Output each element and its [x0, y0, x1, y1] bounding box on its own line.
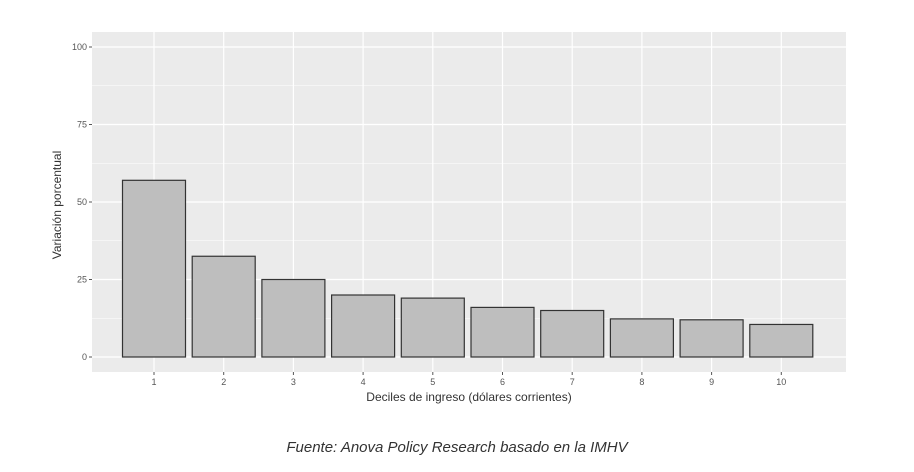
y-tick-label: 25	[77, 275, 87, 285]
y-axis-title: Variación porcentual	[50, 151, 64, 260]
axes: 0 25 50 75 100 1 2 3 4 5 6 7 8 9 10	[72, 42, 786, 387]
x-tick-label: 5	[430, 377, 435, 387]
y-tick-label: 0	[82, 352, 87, 362]
y-tick-label: 75	[77, 120, 87, 130]
source-caption: Fuente: Anova Policy Research basado en …	[286, 439, 628, 456]
x-tick-label: 1	[151, 377, 156, 387]
x-axis-title: Deciles de ingreso (dólares corrientes)	[366, 390, 571, 404]
bar-decile-7	[540, 309, 605, 358]
x-tick-label: 9	[709, 377, 714, 387]
x-tick-label: 7	[570, 377, 575, 387]
y-tick-label: 100	[72, 42, 87, 52]
bar-decile-4	[331, 294, 396, 358]
bar-decile-6	[470, 306, 535, 358]
x-tick-label: 10	[776, 377, 786, 387]
x-tick-label: 6	[500, 377, 505, 387]
bar-decile-5	[400, 297, 465, 358]
bar-decile-3	[261, 278, 326, 358]
bar-decile-8	[609, 318, 675, 358]
bars	[121, 179, 814, 358]
bar-decile-2	[191, 255, 256, 358]
bar-decile-1	[121, 179, 187, 358]
x-tick-label: 3	[291, 377, 296, 387]
x-tick-label: 2	[221, 377, 226, 387]
x-tick-label: 8	[639, 377, 644, 387]
y-tick-label: 50	[77, 197, 87, 207]
bar-decile-9	[679, 319, 744, 358]
x-tick-label: 4	[361, 377, 366, 387]
bar-chart: 0 25 50 75 100 1 2 3 4 5 6 7 8 9 10 Deciles de ingreso…	[50, 32, 846, 404]
bar-decile-10	[749, 323, 814, 358]
